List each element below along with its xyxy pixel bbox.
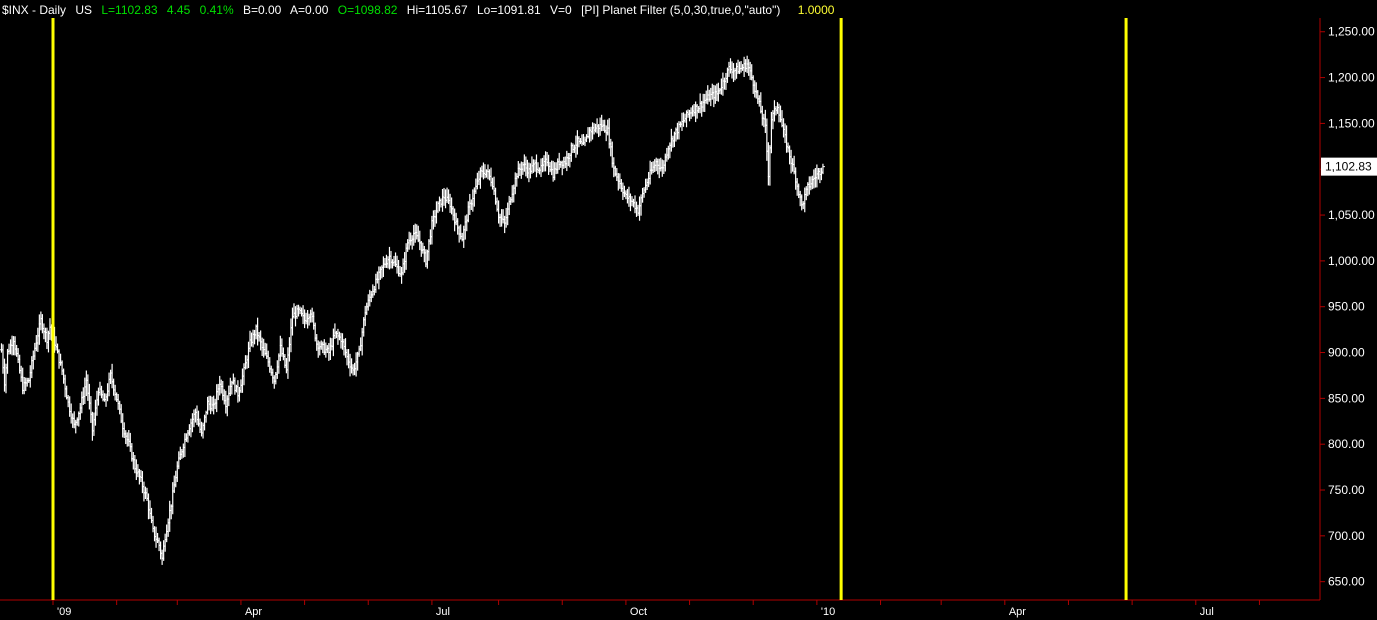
y-tick-label: 950.00 xyxy=(1328,300,1365,314)
y-tick-label: 1,150.00 xyxy=(1328,116,1375,130)
x-tick-label: Apr xyxy=(1009,606,1026,618)
x-tick-label: '09 xyxy=(57,606,71,618)
price-bar xyxy=(820,163,825,175)
net-change-pct: 0.41% xyxy=(199,3,234,17)
y-tick-label: 1,250.00 xyxy=(1328,25,1375,39)
x-tick-label: Jul xyxy=(436,606,450,618)
y-axis: 650.00 700.00 750.00 800.00 850.00 900.00 950.… xyxy=(1320,25,1375,589)
volume: V=0 xyxy=(550,3,572,17)
y-tick-label: 850.00 xyxy=(1328,391,1365,405)
high-price: Hi=1105.67 xyxy=(406,3,468,17)
bid-price: B=0.00 xyxy=(242,3,282,17)
y-tick-label: 1,200.00 xyxy=(1328,71,1375,85)
indicator-value: 1.0000 xyxy=(797,3,835,17)
ask-price: A=0.00 xyxy=(290,3,329,17)
last-price-box xyxy=(1321,157,1377,176)
x-tick-label: Apr xyxy=(245,606,262,618)
chart-header: $INX - Daily US L=1102.83 4.45 0.41% B=0… xyxy=(2,2,840,18)
y-tick-label: 1,050.00 xyxy=(1328,208,1375,222)
open-price: O=1098.82 xyxy=(337,3,398,17)
x-axis: '09 Apr Jul Oct '10 Apr Jul xyxy=(52,600,1260,618)
last-price: L=1102.83 xyxy=(101,3,158,17)
y-tick-label: 800.00 xyxy=(1328,437,1365,451)
y-tick-label: 700.00 xyxy=(1328,529,1365,543)
low-price: Lo=1091.81 xyxy=(476,3,541,17)
indicator-name: [PI] Planet Filter (5,0,30,true,0,"auto"… xyxy=(581,3,781,17)
y-tick-label: 650.00 xyxy=(1328,575,1365,589)
y-tick-label: 900.00 xyxy=(1328,346,1365,360)
grid xyxy=(0,18,1321,601)
y-tick-label: 750.00 xyxy=(1328,483,1365,497)
x-tick-label: '10 xyxy=(821,606,835,618)
market-label: US xyxy=(75,3,93,17)
last-price-label: 1,102.83 xyxy=(1325,160,1372,174)
net-change: 4.45 xyxy=(166,3,191,17)
symbol-label: $INX - Daily xyxy=(2,3,67,17)
planet-filter-line xyxy=(1124,18,1128,600)
last-price-marker: 1,102.83 xyxy=(1321,157,1377,176)
x-tick-label: Jul xyxy=(1200,606,1214,618)
x-tick-label: Oct xyxy=(630,606,647,618)
y-tick-label: 1,000.00 xyxy=(1328,254,1375,268)
planet-filter-line xyxy=(839,18,843,600)
last-price-pointer xyxy=(1321,157,1326,176)
price-bars xyxy=(0,55,825,565)
planet-filter-line xyxy=(51,18,55,600)
planet-filter-lines xyxy=(51,18,1128,600)
